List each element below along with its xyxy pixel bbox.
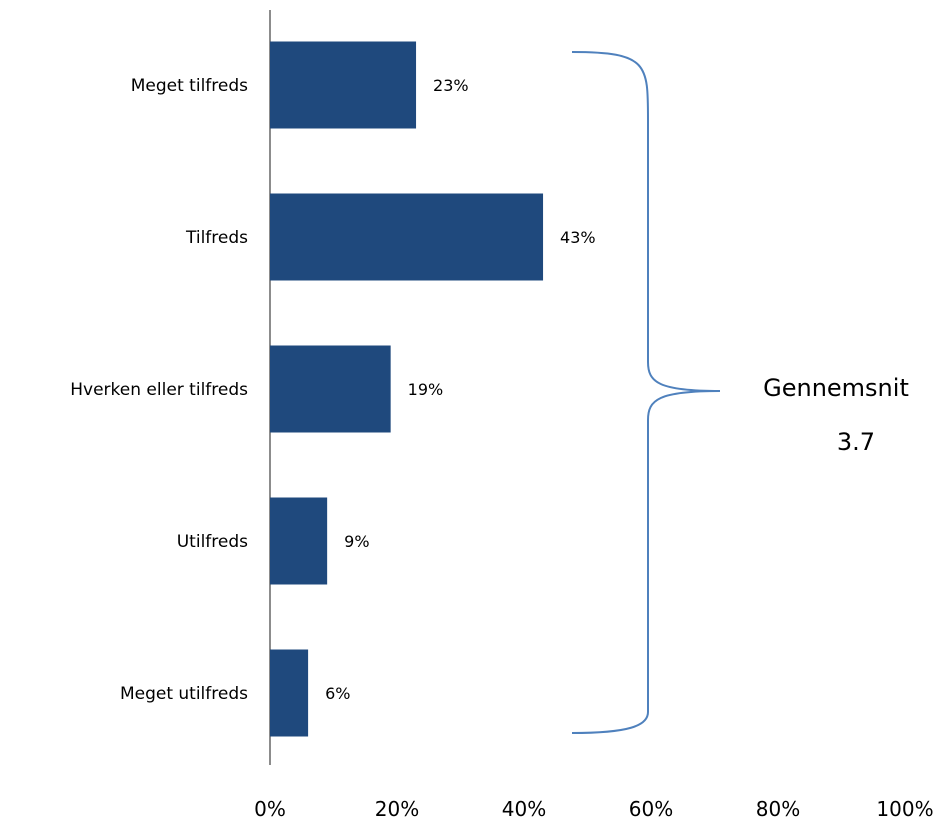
bar-tilfreds xyxy=(270,193,544,281)
x-tick-label-0: 0% xyxy=(254,797,286,818)
x-tick-label-100: 100% xyxy=(876,797,933,818)
x-tick-label-60: 60% xyxy=(629,797,673,818)
category-label-tilfreds: Tilfreds xyxy=(185,228,248,248)
average-value: 3.7 xyxy=(837,428,875,456)
bars-layer xyxy=(270,41,544,737)
x-tick-label-40: 40% xyxy=(502,797,546,818)
value-label-meget-tilfreds: 23% xyxy=(433,76,469,95)
value-label-utilfreds: 9% xyxy=(344,532,369,551)
value-label-hverken-eller-tilfreds: 19% xyxy=(408,380,444,399)
category-label-meget-tilfreds: Meget tilfreds xyxy=(131,76,248,96)
value-label-meget-utilfreds: 6% xyxy=(325,684,350,703)
category-label-utilfreds: Utilfreds xyxy=(177,532,248,552)
average-brace xyxy=(571,51,721,734)
x-tick-label-80: 80% xyxy=(756,797,800,818)
value-labels-layer: 23% 43% 19% 9% 6% xyxy=(325,76,596,703)
category-label-hverken-eller-tilfreds: Hverken eller tilfreds xyxy=(70,380,248,400)
bar-meget-utilfreds xyxy=(270,649,309,737)
category-labels-layer: Meget tilfreds Tilfreds Hverken eller tilf… xyxy=(70,76,248,704)
x-tick-label-20: 20% xyxy=(375,797,419,818)
bar-hverken-eller-tilfreds xyxy=(270,345,391,433)
bar-meget-tilfreds xyxy=(270,41,417,129)
category-label-meget-utilfreds: Meget utilfreds xyxy=(120,684,248,704)
average-title: Gennemsnit xyxy=(763,374,909,402)
x-axis-ticks-layer: 0% 20% 40% 60% 80% 100% xyxy=(254,797,933,818)
bar-utilfreds xyxy=(270,497,328,585)
value-label-tilfreds: 43% xyxy=(560,228,596,247)
